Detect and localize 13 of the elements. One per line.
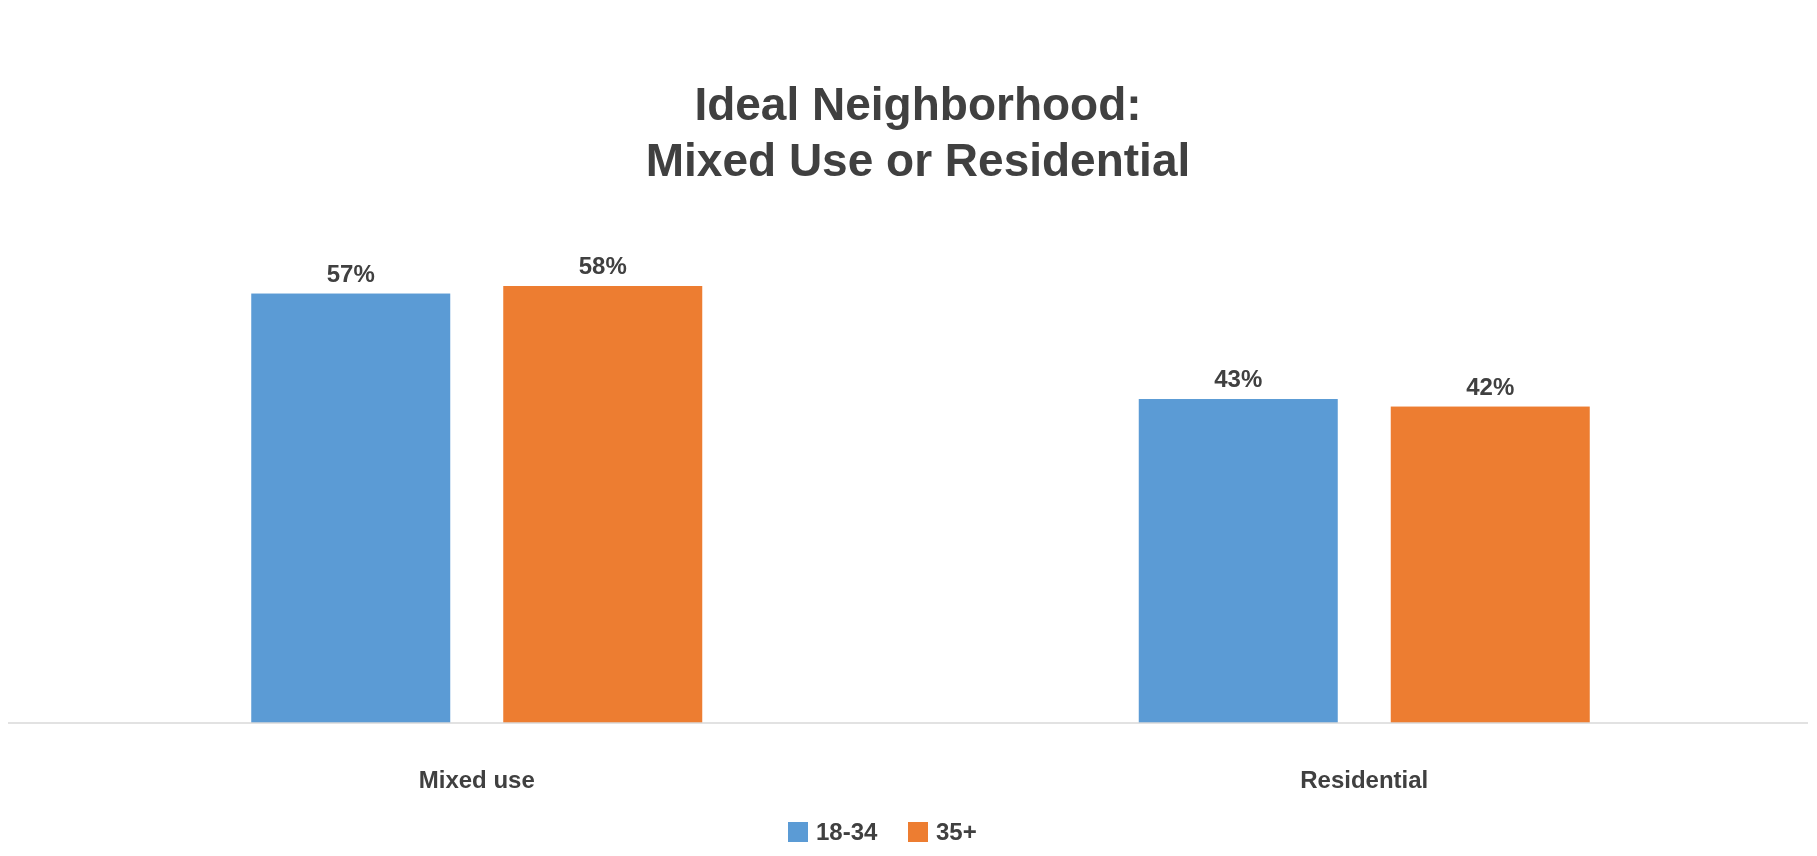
data-label: 57% [326, 259, 375, 287]
bar [503, 286, 703, 723]
data-label: 43% [1214, 365, 1263, 393]
data-label: 58% [578, 252, 627, 279]
x-tick-label: Residential [1300, 766, 1429, 793]
legend-label: 18-34 [816, 818, 879, 845]
x-tick-label: Mixed use [418, 766, 535, 793]
bar [1138, 399, 1338, 723]
bar [251, 293, 451, 723]
chart-title: Ideal Neighborhood: Mixed Use or Residential [645, 78, 1191, 186]
data-label: 42% [1466, 372, 1515, 400]
legend-label: 35+ [936, 818, 977, 845]
bar [1390, 406, 1590, 723]
